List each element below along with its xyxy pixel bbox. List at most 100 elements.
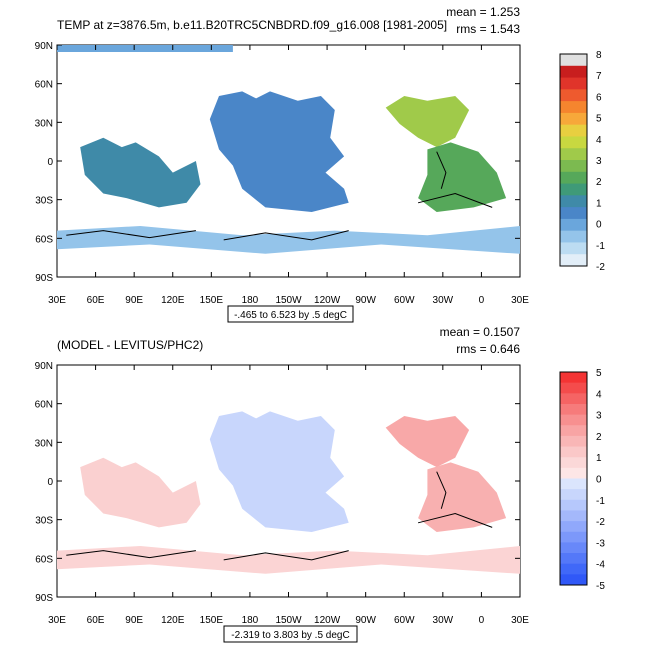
- contour-line: [417, 512, 493, 528]
- colorbar-swatch: [560, 393, 587, 405]
- colorbar-label: 5: [596, 114, 602, 125]
- colorbar-swatch: [560, 478, 587, 490]
- y-tick-label: 30S: [35, 196, 53, 207]
- colorbar-swatch: [560, 553, 587, 565]
- y-tick-label: 30N: [35, 438, 53, 449]
- y-tick-label: 60S: [35, 234, 53, 245]
- colorbar-swatch: [560, 446, 587, 458]
- colorbar-swatch: [560, 124, 587, 137]
- data-region-indian-ocean: [80, 137, 201, 208]
- colorbar-label: 1: [596, 453, 602, 464]
- y-tick-label: 90N: [35, 361, 53, 372]
- y-tick-label: 90S: [35, 593, 53, 604]
- colorbar-swatch: [560, 563, 587, 575]
- colorbar-label: 0: [596, 475, 602, 486]
- panel-model-minus-obs: (MODEL - LEVITUS/PHC2) mean = 0.1507 rms =…: [35, 325, 605, 643]
- colorbar-label: 8: [596, 50, 602, 61]
- x-tick-label: 120E: [161, 295, 185, 306]
- x-tick-label: 90W: [355, 615, 376, 626]
- colorbar-swatch: [560, 160, 587, 173]
- y-tick-label: 30N: [35, 118, 53, 129]
- colorbar-label: -2: [596, 517, 605, 528]
- colorbar-swatch: [560, 457, 587, 469]
- colorbar-swatch: [560, 183, 587, 196]
- colorbar-swatch: [560, 218, 587, 232]
- rms-label: rms = 0.646: [456, 342, 520, 356]
- data-region-pacific-north: [209, 91, 349, 212]
- colorbar-label: 2: [596, 177, 602, 188]
- x-tick-label: 0: [479, 295, 485, 306]
- x-tick-label: 30E: [511, 295, 529, 306]
- x-tick-label: 90E: [125, 295, 143, 306]
- colorbar-swatch: [560, 435, 587, 448]
- colorbar-label: 3: [596, 411, 602, 422]
- colorbar-label: 1: [596, 198, 602, 209]
- colorbar-swatch: [560, 403, 587, 416]
- colorbar-swatch: [560, 521, 587, 533]
- colorbar-swatch: [560, 531, 587, 543]
- colorbar-label: 4: [596, 135, 602, 146]
- colorbar-label: -4: [596, 560, 605, 571]
- colorbar-label: -5: [596, 581, 605, 592]
- y-tick-label: 90N: [35, 41, 53, 52]
- y-tick-label: 60N: [35, 400, 53, 411]
- colorbar-swatch: [560, 195, 587, 208]
- colorbar-swatch: [560, 242, 587, 255]
- x-tick-label: 30E: [48, 295, 66, 306]
- data-region-north-atlantic: [385, 416, 470, 468]
- chart-title: (MODEL - LEVITUS/PHC2): [57, 338, 203, 352]
- mean-label: mean = 1.253: [446, 5, 520, 19]
- colorbar-swatch: [560, 510, 587, 522]
- colorbar-swatch: [560, 489, 587, 501]
- x-tick-label: 30W: [433, 295, 454, 306]
- colorbar-label: -3: [596, 538, 605, 549]
- mean-label: mean = 0.1507: [440, 325, 521, 339]
- y-tick-label: 90S: [35, 273, 53, 284]
- y-tick-label: 0: [47, 157, 53, 168]
- x-tick-label: 90W: [355, 295, 376, 306]
- x-tick-label: 30E: [48, 615, 66, 626]
- range-label: -2.319 to 3.803 by .5 degC: [231, 630, 349, 641]
- data-region-southern-ocean: [57, 226, 520, 254]
- x-tick-label: 150W: [275, 295, 302, 306]
- colorbar-swatch: [560, 65, 587, 79]
- colorbar-swatch: [560, 77, 587, 90]
- y-tick-label: 60N: [35, 80, 53, 91]
- colorbar-swatch: [560, 542, 587, 554]
- panel-model-temp: TEMP at z=3876.5m, b.e11.B20TRC5CNBDRD.f…: [35, 5, 605, 323]
- colorbar-swatch: [560, 148, 587, 161]
- x-tick-label: 60E: [87, 615, 105, 626]
- contour-line: [66, 230, 196, 239]
- x-tick-label: 180: [242, 295, 259, 306]
- colorbar-label: -2: [596, 262, 605, 273]
- contour-line: [66, 550, 196, 559]
- data-region-southern-ocean: [57, 546, 520, 574]
- data-region-pacific-north: [209, 411, 349, 532]
- colorbar-frame: [559, 371, 588, 586]
- data-region-indian-ocean: [80, 457, 201, 528]
- x-tick-label: 30W: [433, 615, 454, 626]
- x-tick-label: 150E: [200, 295, 224, 306]
- contour-line: [223, 550, 349, 561]
- x-tick-label: 150W: [275, 615, 302, 626]
- x-tick-label: 60W: [394, 615, 415, 626]
- colorbar-label: 4: [596, 389, 602, 400]
- colorbar-label: 0: [596, 220, 602, 231]
- contour-line: [436, 471, 447, 509]
- y-tick-label: 30S: [35, 516, 53, 527]
- colorbar-swatch: [560, 54, 587, 67]
- colorbar-swatch: [560, 112, 587, 126]
- colorbar-label: -1: [596, 496, 605, 507]
- x-tick-label: 150E: [200, 615, 224, 626]
- x-tick-label: 30E: [511, 615, 529, 626]
- range-label-box: [227, 305, 354, 323]
- colorbar-swatch: [560, 372, 587, 384]
- colorbar-label: 6: [596, 92, 602, 103]
- colorbar-swatch: [560, 425, 587, 437]
- x-tick-label: 90E: [125, 615, 143, 626]
- colorbar-frame: [559, 53, 588, 267]
- colorbar-label: 5: [596, 368, 602, 379]
- colorbar-swatch: [560, 101, 587, 114]
- colorbar-label: 3: [596, 156, 602, 167]
